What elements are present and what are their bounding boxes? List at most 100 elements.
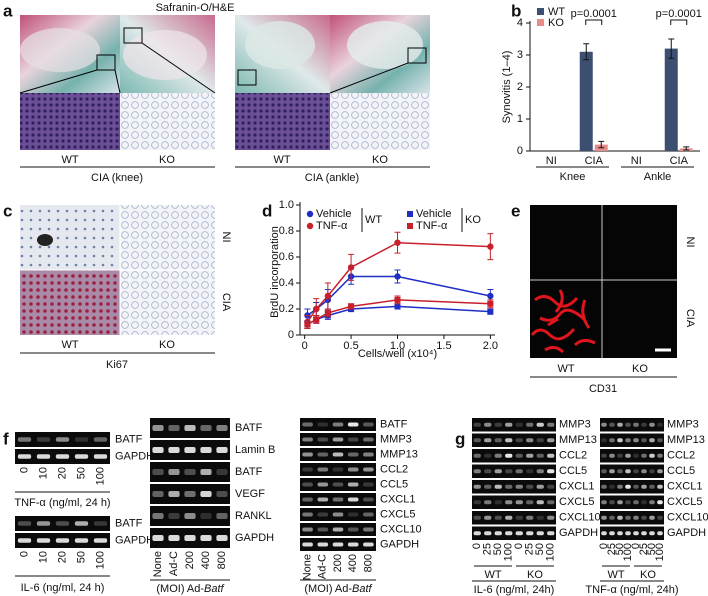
gel-band bbox=[317, 512, 329, 517]
y-tick-label: 0.2 bbox=[279, 303, 294, 315]
band-label: CCL5 bbox=[667, 465, 695, 477]
legend-label: TNF-α bbox=[316, 220, 348, 232]
gel-band bbox=[216, 425, 228, 431]
gel-band bbox=[152, 447, 164, 453]
annotation: p=0.0001 bbox=[571, 8, 617, 20]
y-tick-label: 0.4 bbox=[279, 277, 294, 289]
band-label: GAPDH bbox=[667, 527, 706, 539]
gel-band bbox=[152, 425, 164, 431]
gel-band bbox=[347, 482, 359, 487]
lane-label: 50 bbox=[646, 543, 658, 555]
gel-band bbox=[601, 531, 607, 536]
gel-band bbox=[649, 515, 655, 520]
gel-band bbox=[184, 535, 196, 541]
gel-band bbox=[55, 437, 70, 442]
gel-band bbox=[609, 422, 615, 427]
gel-band bbox=[641, 453, 647, 458]
caption-text: (MOI) Ad- bbox=[156, 583, 204, 595]
gel-band bbox=[332, 467, 344, 472]
x-tick-label: 1.0 bbox=[390, 340, 405, 352]
x-tick-label: 0.5 bbox=[343, 340, 358, 352]
gel-band bbox=[547, 531, 555, 536]
gel-band bbox=[200, 535, 212, 541]
gel-band bbox=[473, 453, 481, 458]
gel-band bbox=[617, 531, 623, 536]
gel-band bbox=[93, 538, 108, 543]
gel-band bbox=[649, 500, 655, 505]
gel-band bbox=[302, 512, 313, 517]
gel-band bbox=[526, 453, 534, 458]
lane-label: 100 bbox=[545, 543, 557, 561]
marker bbox=[487, 243, 494, 250]
gel-band bbox=[641, 515, 647, 520]
gel-band bbox=[494, 422, 502, 427]
panel-label: g bbox=[455, 429, 465, 448]
gel-band bbox=[184, 425, 196, 431]
marker bbox=[313, 316, 320, 323]
figure-graphic bbox=[245, 21, 315, 69]
gel-strip bbox=[600, 449, 664, 463]
gel-band bbox=[484, 453, 492, 458]
gel-band bbox=[347, 422, 359, 427]
y-tick-label: 0.6 bbox=[279, 251, 294, 263]
band-label: MMP3 bbox=[667, 419, 699, 431]
gel-band bbox=[216, 469, 228, 475]
gel-band bbox=[36, 538, 51, 543]
error-bar bbox=[598, 140, 605, 149]
gel-strip bbox=[600, 464, 664, 478]
lane-label: 0 bbox=[513, 543, 525, 549]
gel-band bbox=[515, 469, 523, 474]
band-label: BATF bbox=[235, 466, 263, 478]
row-label: CIA bbox=[220, 293, 232, 312]
band-label: GAPDH bbox=[115, 450, 154, 462]
gel-band bbox=[609, 531, 615, 536]
gel-band bbox=[347, 497, 359, 502]
gel-band bbox=[657, 469, 663, 474]
gel-band bbox=[36, 521, 51, 526]
y-tick-label: 2 bbox=[517, 81, 523, 93]
gel-band bbox=[216, 535, 228, 541]
y-tick-label: 0.8 bbox=[279, 225, 294, 237]
gel-band bbox=[55, 454, 70, 459]
legend-marker bbox=[407, 223, 413, 229]
row-label: CIA bbox=[684, 309, 696, 328]
gel-band bbox=[515, 422, 523, 427]
gel-strip bbox=[472, 418, 556, 432]
figure-graphic bbox=[20, 28, 100, 72]
gel-band bbox=[317, 437, 329, 442]
lane-label: 25 bbox=[524, 543, 536, 555]
gel-band bbox=[200, 513, 212, 519]
gel-band bbox=[649, 484, 655, 489]
gel-band bbox=[494, 469, 502, 474]
gel-band bbox=[633, 438, 639, 443]
lane-label: 50 bbox=[75, 551, 87, 563]
marker bbox=[324, 292, 332, 300]
gel-band bbox=[93, 437, 108, 442]
lane-label: 200 bbox=[332, 554, 344, 572]
gel-band bbox=[505, 515, 513, 520]
gel-band bbox=[649, 531, 655, 536]
genotype-label: KO bbox=[159, 339, 175, 351]
gel-band bbox=[494, 453, 502, 458]
gel-band bbox=[505, 500, 513, 505]
gel-band bbox=[36, 454, 51, 459]
gel-band bbox=[484, 469, 492, 474]
figure-graphic bbox=[329, 62, 409, 94]
gel-band bbox=[617, 453, 623, 458]
y-tick-label: 0 bbox=[517, 145, 523, 157]
panel-label: e bbox=[511, 201, 520, 220]
gel-band bbox=[547, 500, 555, 505]
lane-label: 100 bbox=[503, 543, 515, 561]
legend-swatch bbox=[537, 19, 544, 26]
gel-band bbox=[536, 515, 544, 520]
lane-label: Ad-C bbox=[317, 554, 329, 579]
caption-gene: Batf bbox=[204, 583, 225, 595]
figure-graphic bbox=[114, 69, 121, 94]
gel-band bbox=[168, 469, 180, 475]
gel-band bbox=[641, 484, 647, 489]
band-label: MMP3 bbox=[380, 433, 412, 445]
gel-band bbox=[347, 527, 359, 532]
band-label: CXCL10 bbox=[380, 523, 422, 535]
lane-label: 20 bbox=[56, 467, 68, 479]
gel-band bbox=[617, 422, 623, 427]
